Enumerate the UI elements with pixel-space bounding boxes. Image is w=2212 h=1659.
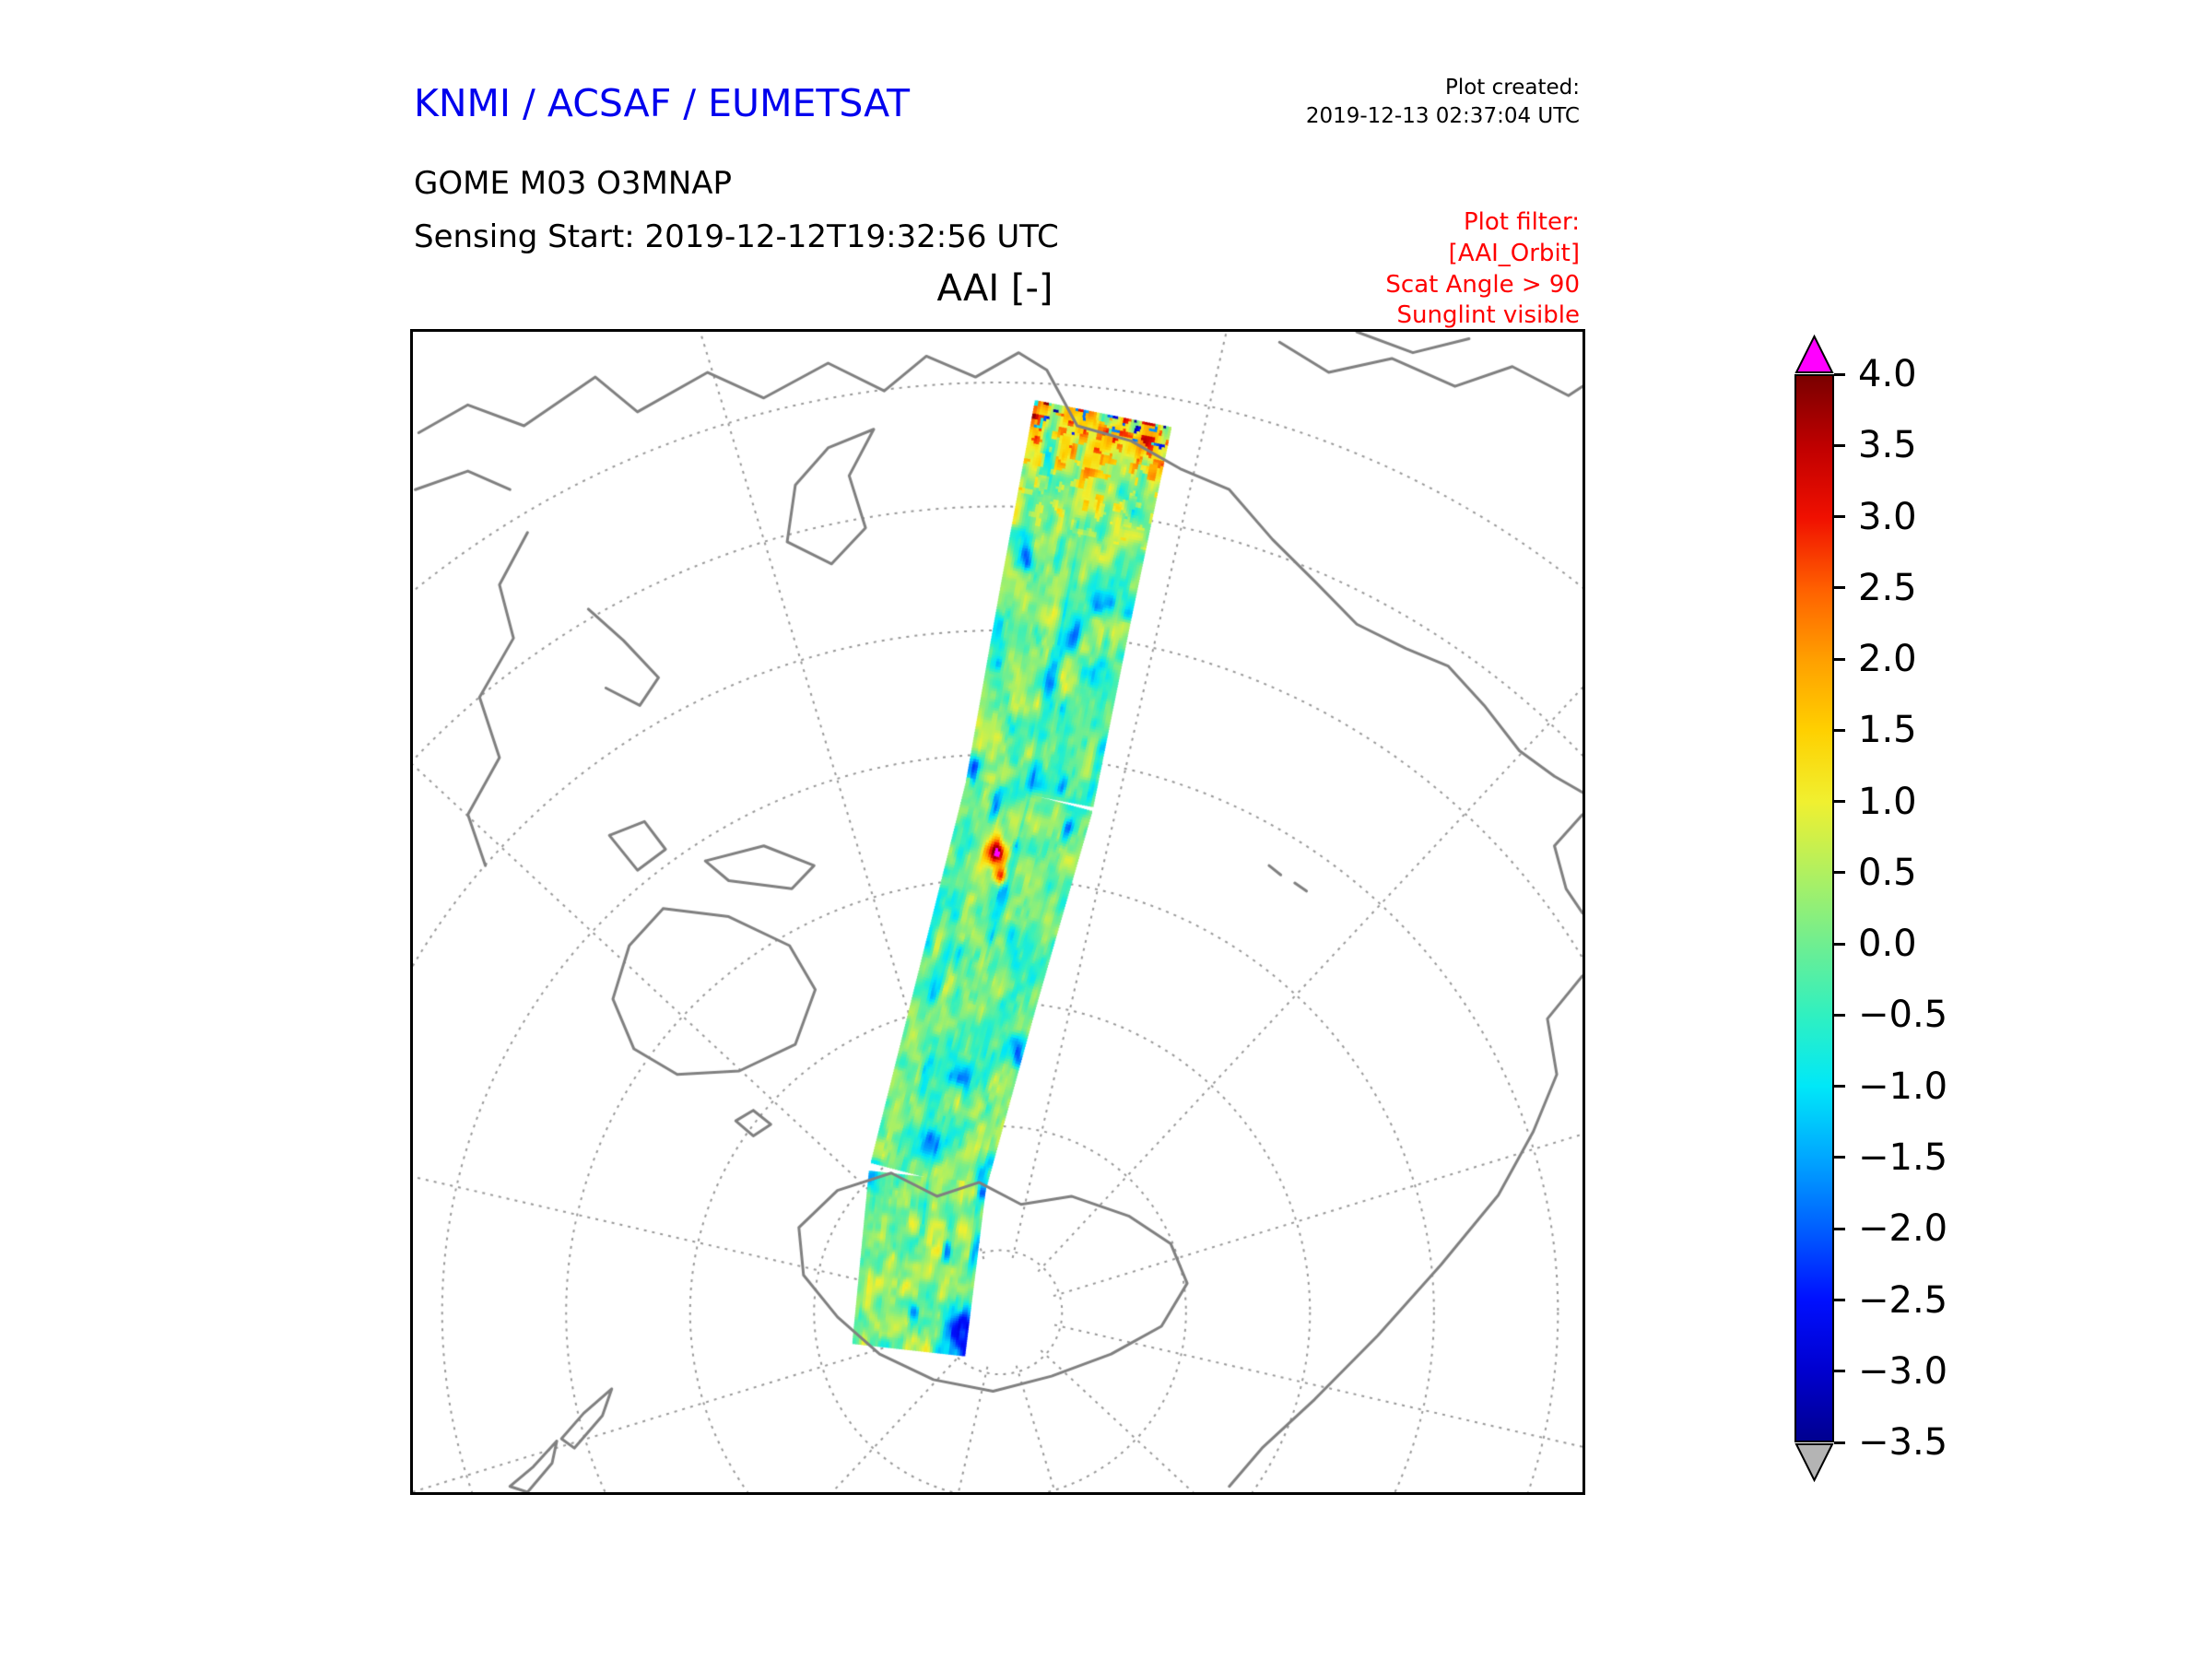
colorbar-tick: 2.5: [1834, 570, 1917, 606]
colorbar-tick-label: −0.5: [1858, 994, 1948, 1037]
colorbar-tick: 2.0: [1834, 641, 1917, 677]
colorbar-tick-label: 2.5: [1858, 566, 1917, 609]
colorbar-tick: −2.0: [1834, 1210, 1947, 1247]
colorbar-under-arrow-icon: [1794, 1443, 1834, 1482]
colorbar-tick-mark: [1834, 1370, 1845, 1373]
colorbar-tick-label: −2.0: [1858, 1207, 1948, 1251]
colorbar-over-arrow-icon: [1794, 335, 1834, 373]
colorbar-tick-mark: [1834, 586, 1845, 590]
map-canvas: [413, 332, 1583, 1492]
colorbar-tick: 1.0: [1834, 783, 1917, 820]
plot-created-block: Plot created: 2019-12-13 02:37:04 UTC: [1306, 74, 1580, 131]
colorbar-tick: −3.0: [1834, 1353, 1947, 1390]
plot-filter-line: Plot filter:: [1463, 208, 1580, 236]
colorbar-tick: 0.0: [1834, 925, 1917, 962]
colorbar-tick: −0.5: [1834, 996, 1947, 1033]
colorbar-tick: −1.0: [1834, 1068, 1947, 1105]
plot-filter-line: Sunglint visible: [1396, 301, 1580, 330]
plot-created-value: 2019-12-13 02:37:04 UTC: [1305, 104, 1580, 129]
colorbar-tick-label: −1.5: [1858, 1135, 1948, 1179]
colorbar-tick-mark: [1834, 443, 1845, 447]
plot-filter-line: [AAI_Orbit]: [1448, 239, 1580, 267]
colorbar-gradient: [1794, 374, 1834, 1442]
colorbar-tick-mark: [1834, 372, 1845, 376]
sensing-start: Sensing Start: 2019-12-12T19:32:56 UTC: [414, 218, 1059, 255]
colorbar-tick: 4.0: [1834, 356, 1917, 393]
plot-filter-line: Scat Angle > 90: [1385, 270, 1580, 299]
colorbar-tick: 3.5: [1834, 427, 1917, 464]
colorbar-tick-label: 4.0: [1858, 353, 1917, 395]
colorbar-tick-mark: [1834, 800, 1845, 804]
colorbar-tick-label: −3.5: [1858, 1421, 1948, 1464]
colorbar-tick: −2.5: [1834, 1282, 1947, 1319]
colorbar-tick-label: −3.0: [1858, 1349, 1948, 1393]
colorbar-tick-label: 3.0: [1858, 495, 1917, 538]
colorbar-ticks: 4.0 3.5 3.0 2.5 2.0 1.5 1.0 0.5 0.0 −0.5 −1.0 −1.5−…: [1834, 356, 2028, 1461]
colorbar-tick-mark: [1834, 657, 1845, 661]
colorbar-tick-mark: [1834, 1156, 1845, 1159]
plot-created-label: Plot created:: [1444, 76, 1580, 100]
colorbar-tick-mark: [1834, 1013, 1845, 1017]
colorbar-tick: 3.0: [1834, 499, 1917, 535]
colorbar-tick-mark: [1834, 871, 1845, 875]
colorbar-tick-mark: [1834, 1085, 1845, 1088]
colorbar-tick-label: −2.5: [1858, 1278, 1948, 1322]
colorbar-tick-label: 3.5: [1858, 424, 1917, 467]
colorbar-tick-label: −1.0: [1858, 1065, 1948, 1108]
map-plot-area: [410, 329, 1585, 1495]
colorbar-tick-label: 2.0: [1858, 638, 1917, 681]
chart-title: AAI [-]: [936, 267, 1053, 310]
colorbar-tick-label: 0.5: [1858, 851, 1917, 894]
colorbar-tick-label: 0.0: [1858, 923, 1917, 966]
colorbar: 4.0 3.5 3.0 2.5 2.0 1.5 1.0 0.5 0.0 −0.5 −1.0 −1.5−…: [1794, 335, 2034, 1496]
plot-filter-block: Plot filter: [AAI_Orbit] Scat Angle > 90…: [1385, 207, 1580, 332]
colorbar-tick-mark: [1834, 942, 1845, 946]
colorbar-tick-label: 1.5: [1858, 709, 1917, 752]
product-title: GOME M03 O3MNAP: [414, 165, 733, 202]
colorbar-tick: −3.5: [1834, 1424, 1947, 1461]
colorbar-tick-mark: [1834, 1299, 1845, 1301]
colorbar-tick-mark: [1834, 1441, 1845, 1444]
brand-title: KNMI / ACSAF / EUMETSAT: [414, 81, 911, 125]
colorbar-tick-mark: [1834, 515, 1845, 518]
colorbar-tick-mark: [1834, 1227, 1845, 1230]
colorbar-tick: −1.5: [1834, 1139, 1947, 1176]
colorbar-tick-mark: [1834, 728, 1845, 732]
colorbar-tick: 1.5: [1834, 712, 1917, 748]
colorbar-tick-label: 1.0: [1858, 780, 1917, 823]
colorbar-tick: 0.5: [1834, 854, 1917, 891]
